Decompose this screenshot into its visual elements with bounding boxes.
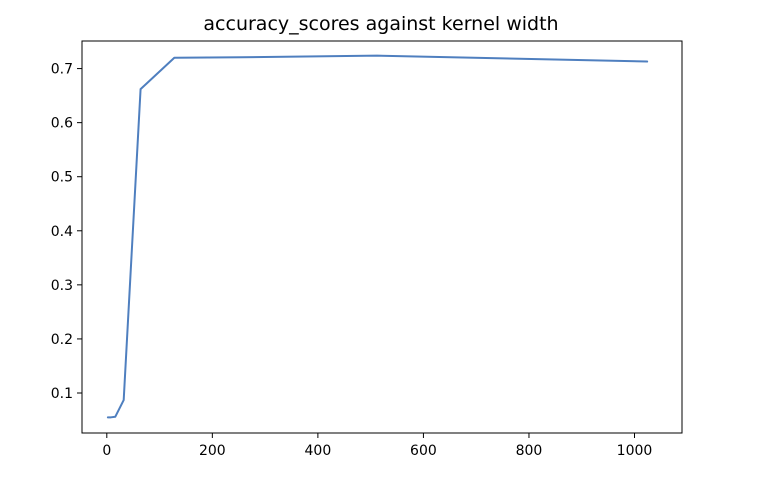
x-tick-label: 200 — [199, 443, 226, 459]
y-tick-label: 0.7 — [51, 62, 73, 78]
x-tick-label: 800 — [516, 443, 543, 459]
x-tick-label: 1000 — [617, 443, 653, 459]
x-tick-label: 0 — [102, 443, 111, 459]
axes: 0 200 400 600 800 1000 0.1 0.2 0.3 0.4 0.5 0.6 0.7 — [51, 62, 653, 459]
y-tick-label: 0.2 — [51, 332, 73, 348]
plot-area-frame — [81, 40, 683, 434]
x-tick-label: 600 — [410, 443, 437, 459]
y-tick-label: 0.3 — [51, 278, 73, 294]
y-tick-label: 0.4 — [51, 224, 73, 240]
chart-title: accuracy_scores against kernel width — [203, 13, 558, 35]
series-line — [106, 54, 649, 419]
y-tick-label: 0.5 — [51, 170, 73, 186]
y-tick-label: 0.6 — [51, 116, 73, 132]
y-tick-label: 0.1 — [51, 386, 73, 402]
x-tick-label: 400 — [305, 443, 332, 459]
series-layer — [106, 54, 649, 419]
